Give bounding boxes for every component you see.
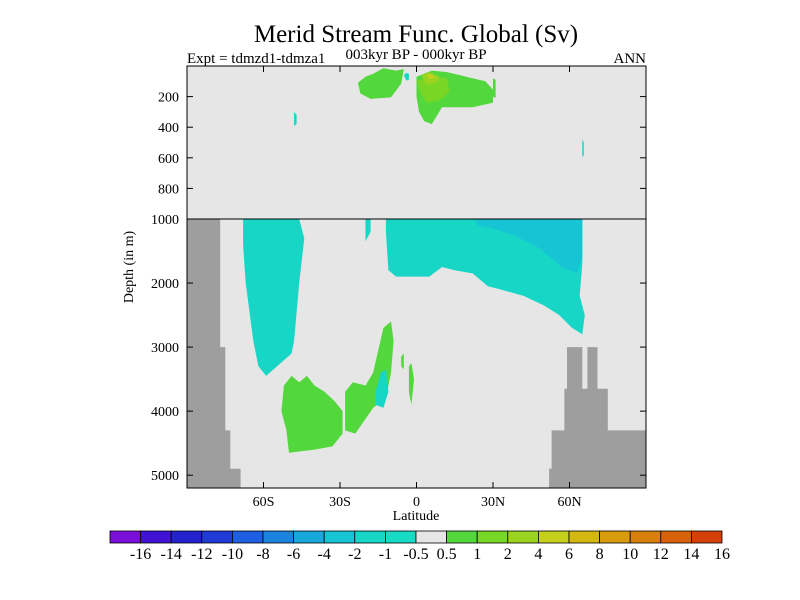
contour-region-17 (345, 321, 394, 434)
colorbar-label-10: 0.5 (437, 546, 457, 563)
colorbar-swatch-2 (170, 530, 203, 544)
colorbar-label-17: 12 (653, 546, 669, 563)
colorbar-label-0: -16 (130, 546, 151, 563)
colorbar-label-4: -8 (256, 546, 269, 563)
contour-region-19 (408, 363, 414, 405)
x-axis-label: Latitude (393, 509, 440, 524)
colorbar: -16 -14 -12 -10 -8 -6 -4 -2 -1 -0.5 0.5 1 2 4 6 8 10 12 14… (109, 530, 730, 563)
x-tick-label-3: 30N (481, 495, 505, 510)
x-tick-label-4: 60N (557, 495, 581, 510)
x-tick-label-0: 60S (253, 495, 275, 510)
colorbar-swatch-8 (354, 530, 386, 544)
colorbar-label-19: 16 (714, 546, 730, 563)
colorbar-swatch-7 (323, 530, 356, 544)
contour-region-16 (281, 375, 343, 453)
contour-region-20 (401, 353, 404, 370)
y-tick-label-lower-2: 4000 (151, 405, 179, 420)
contour-region-4 (426, 73, 435, 79)
colorbar-swatch-17 (629, 530, 662, 544)
x-tick-label-1: 30S (329, 495, 351, 510)
contour-region-14 (396, 219, 585, 335)
colorbar-swatch-11 (446, 530, 478, 544)
colorbar-swatch-3 (201, 530, 233, 544)
y-tick-label-lower-3: 5000 (151, 469, 179, 484)
contour-region-6 (403, 72, 409, 81)
contour-region-18 (375, 369, 389, 408)
upper-panel (187, 66, 646, 219)
contour-region-10 (365, 219, 371, 242)
y-tick-label-upper-0: 200 (158, 91, 179, 106)
colorbar-swatch-4 (231, 530, 264, 544)
colorbar-label-14: 6 (565, 546, 573, 563)
period-label: 003kyr BP - 000kyr BP (345, 47, 486, 63)
colorbar-label-15: 8 (596, 546, 604, 563)
colorbar-label-9: -0.5 (403, 546, 428, 563)
y-tick-label-upper-2: 600 (158, 152, 179, 167)
chart-title: Merid Stream Func. Global (Sv) (254, 21, 578, 48)
y-tick-label-upper-3: 800 (158, 182, 179, 197)
colorbar-swatch-19 (691, 530, 723, 544)
colorbar-label-8: -1 (379, 546, 392, 563)
contour-region-2 (416, 76, 450, 103)
colorbar-label-7: -2 (348, 546, 361, 563)
colorbar-label-3: -10 (222, 546, 243, 563)
colorbar-label-12: 2 (504, 546, 512, 563)
colorbar-label-13: 4 (534, 546, 542, 563)
x-tick-label-2: 0 (413, 495, 420, 510)
colorbar-label-18: 14 (683, 546, 699, 563)
colorbar-label-5: -6 (287, 546, 300, 563)
colorbar-label-16: 10 (622, 546, 638, 563)
contour-region-12 (391, 219, 394, 229)
colorbar-swatch-12 (476, 530, 509, 544)
colorbar-swatch-16 (599, 530, 631, 544)
colorbar-swatch-13 (507, 530, 539, 544)
colorbar-label-11: 1 (473, 546, 481, 563)
colorbar-swatch-15 (568, 530, 601, 544)
y-tick-label-lower-0: 2000 (151, 277, 179, 292)
contour-region-15 (475, 219, 583, 274)
colorbar-swatch-10 (415, 530, 448, 544)
colorbar-swatch-1 (140, 530, 172, 544)
axes: 200 400 600 800 1000 2000 3000 4000 5000 60S 30S 0 3… (151, 65, 647, 510)
experiment-label: Expt = tdmzd1-tdmza1 (187, 51, 325, 67)
colorbar-label-1: -14 (161, 546, 182, 563)
contour-region-5 (493, 78, 496, 99)
contour-region-0 (357, 68, 404, 99)
season-label: ANN (614, 51, 647, 67)
y-tick-label-upper-4: 1000 (151, 213, 179, 228)
land-mask-1 (549, 347, 646, 488)
colorbar-swatch-14 (538, 530, 570, 544)
lower-panel (187, 219, 646, 488)
colorbar-swatch-5 (262, 530, 295, 544)
colorbar-label-2: -12 (191, 546, 212, 563)
contour-region-8 (582, 139, 584, 158)
contour-region-9 (243, 219, 305, 376)
colorbar-swatch-18 (660, 530, 692, 544)
colorbar-label-6: -4 (318, 546, 331, 563)
colorbar-swatch-9 (384, 530, 417, 544)
colorbar-swatch-0 (109, 530, 142, 544)
land-mask-0 (187, 219, 241, 488)
colorbar-swatch-6 (293, 530, 325, 544)
y-axis-label: Depth (in m) (122, 231, 137, 304)
y-tick-label-upper-1: 400 (158, 121, 179, 136)
contour-region-7 (294, 111, 297, 126)
y-tick-label-lower-1: 3000 (151, 341, 179, 356)
